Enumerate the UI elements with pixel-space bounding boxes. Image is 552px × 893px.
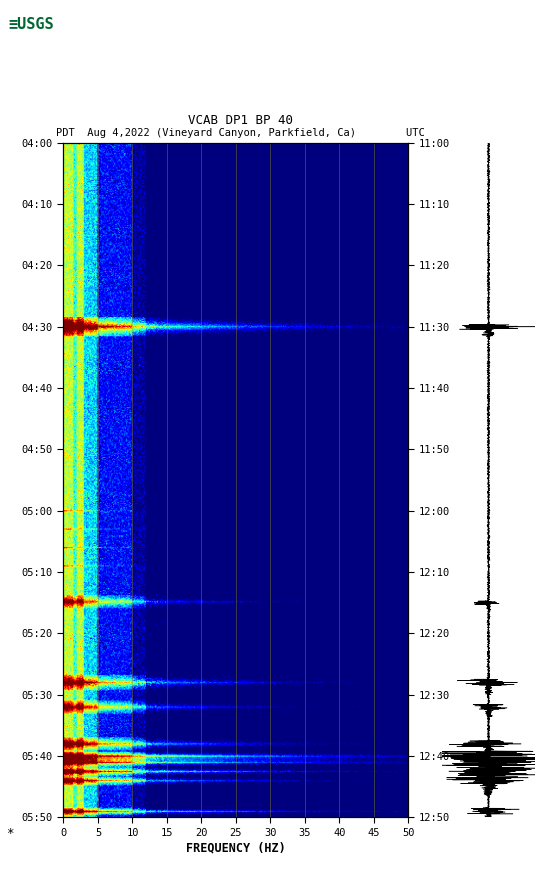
Text: VCAB DP1 BP 40: VCAB DP1 BP 40 bbox=[188, 113, 293, 127]
X-axis label: FREQUENCY (HZ): FREQUENCY (HZ) bbox=[186, 842, 286, 855]
Text: *: * bbox=[6, 827, 13, 840]
Text: ≡USGS: ≡USGS bbox=[8, 17, 54, 31]
Text: PDT  Aug 4,2022 (Vineyard Canyon, Parkfield, Ca)        UTC: PDT Aug 4,2022 (Vineyard Canyon, Parkfie… bbox=[56, 129, 424, 138]
